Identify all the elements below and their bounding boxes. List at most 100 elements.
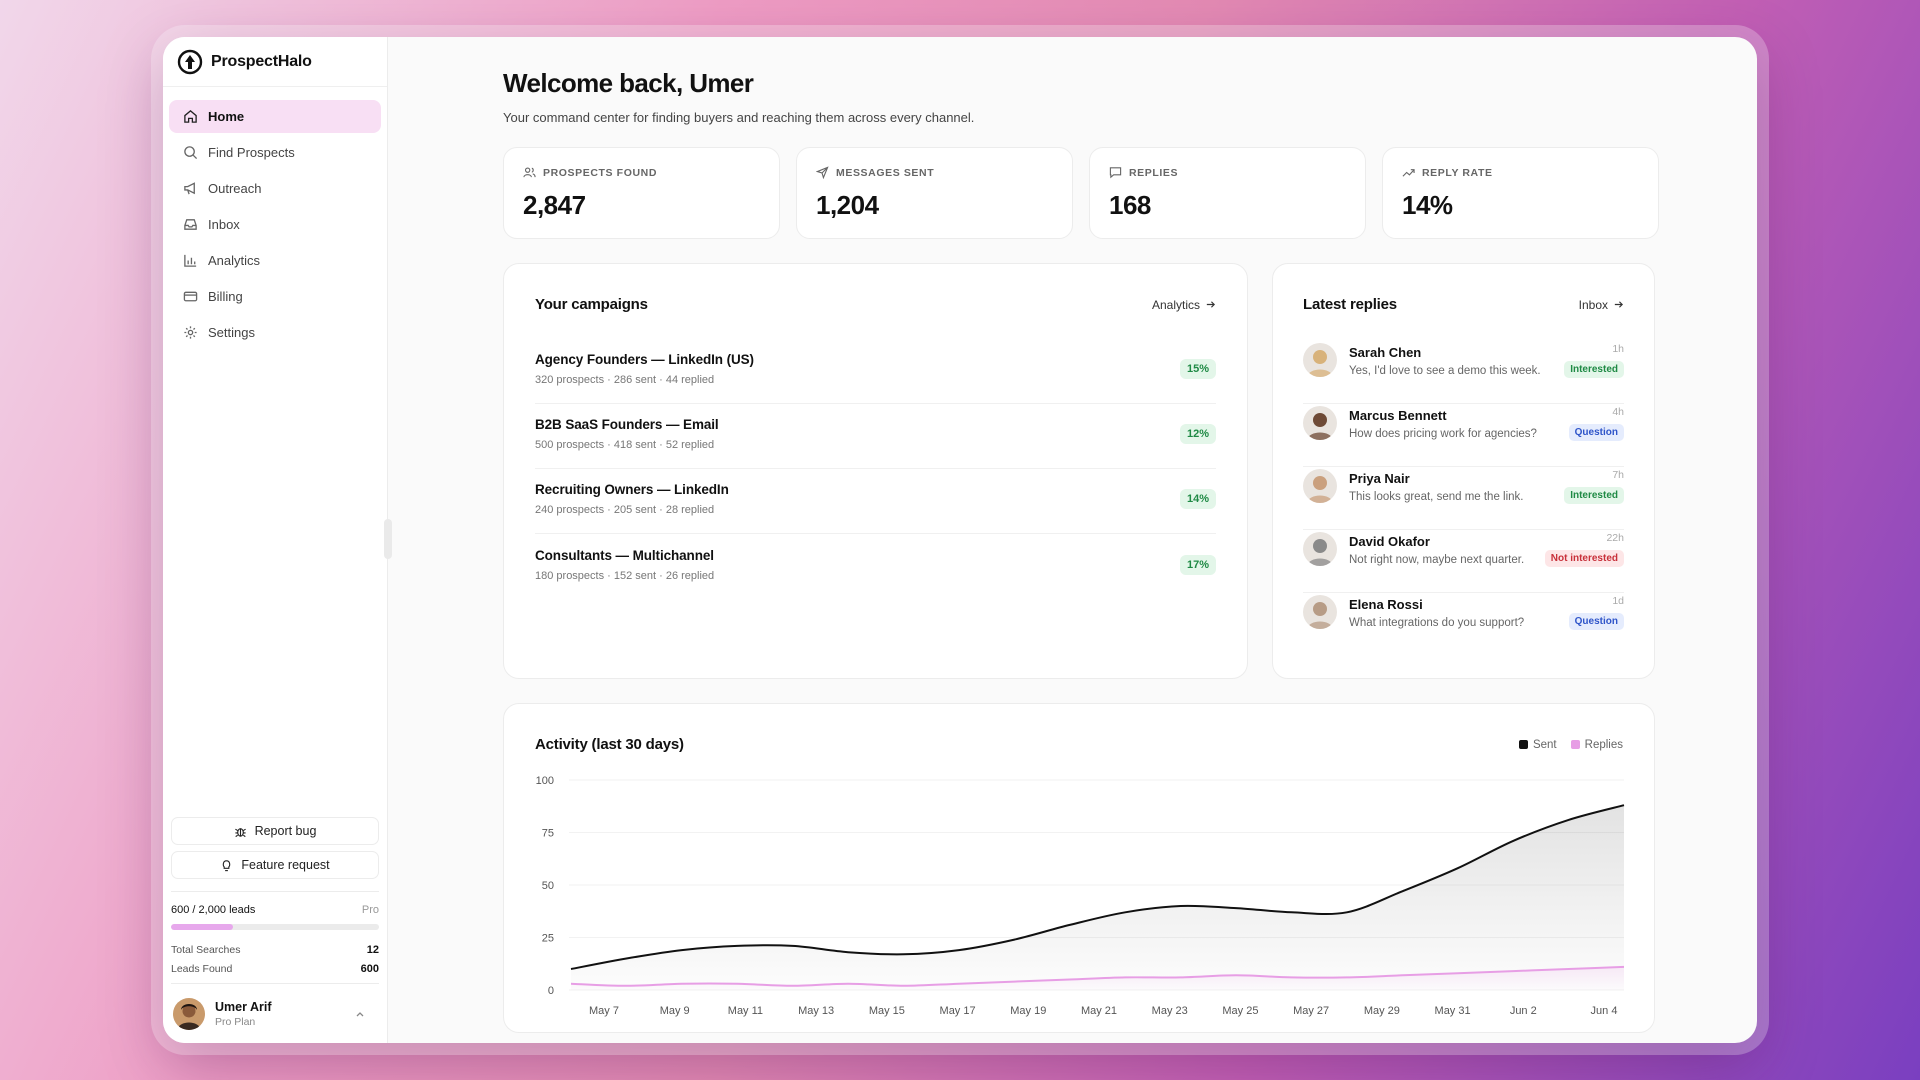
prospecthalo-logo-icon bbox=[177, 49, 203, 74]
nav-item-settings[interactable]: Settings bbox=[169, 316, 381, 349]
search-icon bbox=[184, 146, 198, 160]
chevron-up-icon bbox=[356, 1011, 364, 1016]
brand[interactable]: ProspectHalo bbox=[163, 37, 387, 87]
reply-text: Yes, I'd love to see a demo this week. bbox=[1349, 365, 1541, 377]
chart-legend: Sent Replies bbox=[1518, 739, 1623, 751]
y-tick-label: 50 bbox=[542, 880, 554, 892]
y-tick-label: 0 bbox=[548, 985, 554, 997]
reply-time: 7h bbox=[1612, 469, 1624, 481]
campaign-meta: 320 prospects · 286 sent · 44 replied bbox=[535, 374, 715, 386]
usage-panel: 600 / 2,000 leads Pro Total Searches 12 … bbox=[171, 891, 379, 975]
feature-request-button[interactable]: Feature request bbox=[171, 851, 379, 879]
y-tick-label: 100 bbox=[536, 775, 554, 787]
analytics-link[interactable]: Analytics bbox=[1152, 298, 1216, 312]
arrow-right-icon bbox=[1206, 301, 1216, 308]
avatar bbox=[1303, 532, 1337, 566]
reply-name: Marcus Bennett bbox=[1349, 408, 1447, 423]
campaign-reply-rate: 12% bbox=[1179, 424, 1216, 444]
replies-title: Latest replies bbox=[1303, 296, 1397, 313]
kpi-card-messages-sent: Messages Sent 1,204 bbox=[796, 147, 1073, 239]
campaign-row[interactable]: B2B SaaS Founders — Email 500 prospects ·… bbox=[535, 404, 1216, 469]
nav-label: Settings bbox=[208, 325, 255, 340]
sidebar: ProspectHalo Home Find Prospects Outreac… bbox=[163, 37, 388, 1043]
kpi-label: Reply Rate bbox=[1422, 166, 1493, 179]
megaphone-icon bbox=[184, 182, 195, 195]
reply-text: What integrations do you support? bbox=[1349, 617, 1525, 629]
contact-avatar-icon bbox=[1303, 343, 1337, 377]
kpi-label: Replies bbox=[1129, 166, 1179, 179]
campaign-meta: 180 prospects · 152 sent · 26 replied bbox=[535, 569, 715, 582]
trending-up-icon bbox=[1402, 169, 1415, 177]
kpi-value: 168 bbox=[1109, 190, 1151, 220]
nav-label: Home bbox=[208, 109, 245, 124]
campaign-name: Recruiting Owners — LinkedIn bbox=[535, 482, 729, 497]
user-menu[interactable]: Umer Arif Pro Plan bbox=[171, 983, 379, 1043]
nav-item-billing[interactable]: Billing bbox=[169, 280, 381, 313]
campaigns-card: Your campaigns Analytics Agency Founders… bbox=[503, 263, 1248, 679]
avatar bbox=[173, 997, 205, 1030]
main-content: Welcome back, Umer Your command center f… bbox=[388, 37, 1757, 1043]
report-bug-button[interactable]: Report bug bbox=[171, 817, 379, 845]
nav-item-outreach[interactable]: Outreach bbox=[169, 172, 381, 205]
send-icon bbox=[816, 166, 829, 179]
reply-time: 1d bbox=[1612, 595, 1624, 607]
x-tick-label: May 29 bbox=[1364, 1005, 1400, 1017]
campaign-row[interactable]: Agency Founders — LinkedIn (US) 320 prosp… bbox=[535, 339, 1216, 404]
total-searches-value: 12 bbox=[366, 944, 379, 956]
sent-area bbox=[571, 805, 1624, 990]
sidebar-resize-handle[interactable] bbox=[384, 519, 392, 559]
x-tick-label: May 9 bbox=[660, 1005, 690, 1017]
legend-item-replies: Replies bbox=[1570, 739, 1623, 751]
kpi-card-replies: Replies 168 bbox=[1089, 147, 1366, 239]
bug-icon bbox=[234, 827, 246, 837]
app-window: ProspectHalo Home Find Prospects Outreac… bbox=[163, 37, 1757, 1043]
reply-row[interactable]: David Okafor Not right now, maybe next qu… bbox=[1303, 530, 1624, 593]
campaign-reply-rate: 17% bbox=[1179, 554, 1216, 575]
kpi-value: 1,204 bbox=[816, 190, 879, 220]
campaign-meta: 240 prospects · 205 sent · 28 replied bbox=[535, 504, 715, 516]
contact-avatar-icon bbox=[1303, 469, 1337, 503]
reply-row[interactable]: Marcus Bennett How does pricing work for … bbox=[1303, 404, 1624, 467]
reply-name: Elena Rossi bbox=[1349, 597, 1423, 612]
page-subtitle: Your command center for finding buyers a… bbox=[503, 110, 975, 125]
activity-title: Activity (last 30 days) bbox=[535, 736, 684, 753]
analytics-link-label: Analytics bbox=[1151, 297, 1200, 312]
nav-item-inbox[interactable]: Inbox bbox=[169, 208, 381, 241]
feature-request-label: Feature request bbox=[241, 858, 330, 872]
sent-series-line bbox=[570, 804, 1625, 970]
campaign-reply-rate: 14% bbox=[1179, 489, 1216, 509]
reply-row[interactable]: Elena Rossi What integrations do you supp… bbox=[1303, 593, 1624, 656]
status-badge: Interested bbox=[1564, 487, 1624, 504]
status-badge: Question bbox=[1568, 424, 1624, 441]
contact-avatar-icon bbox=[1303, 406, 1337, 440]
campaign-name: Consultants — Multichannel bbox=[535, 547, 714, 563]
avatar bbox=[1303, 469, 1337, 503]
reply-row[interactable]: Priya Nair This looks great, send me the … bbox=[1303, 467, 1624, 530]
campaign-row[interactable]: Recruiting Owners — LinkedIn 240 prospect… bbox=[535, 469, 1216, 534]
nav-item-find-prospects[interactable]: Find Prospects bbox=[169, 136, 381, 169]
x-tick-label: May 17 bbox=[940, 1005, 976, 1017]
lightbulb-icon bbox=[223, 859, 231, 871]
reply-name: Priya Nair bbox=[1349, 471, 1410, 486]
reply-row[interactable]: Sarah Chen Yes, I'd love to see a demo th… bbox=[1303, 341, 1624, 404]
legend-item-sent: Sent bbox=[1518, 739, 1557, 751]
brand-name: ProspectHalo bbox=[211, 52, 312, 70]
inbox-link-label: Inbox bbox=[1578, 297, 1608, 312]
users-icon bbox=[523, 167, 536, 178]
inbox-link[interactable]: Inbox bbox=[1579, 298, 1624, 312]
y-tick-label: 75 bbox=[542, 828, 554, 840]
user-plan: Pro Plan bbox=[215, 1015, 256, 1028]
nav-item-analytics[interactable]: Analytics bbox=[169, 244, 381, 277]
kpi-value: 2,847 bbox=[523, 190, 586, 220]
x-tick-label: May 25 bbox=[1222, 1005, 1258, 1017]
campaign-row[interactable]: Consultants — Multichannel 180 prospects … bbox=[535, 534, 1216, 599]
reply-name: Sarah Chen bbox=[1349, 345, 1422, 360]
report-bug-label: Report bug bbox=[254, 824, 317, 838]
gear-icon bbox=[184, 326, 197, 339]
kpi-label: Messages Sent bbox=[836, 166, 935, 179]
contact-avatar-icon bbox=[1303, 532, 1337, 566]
reply-list: Sarah Chen Yes, I'd love to see a demo th… bbox=[1303, 341, 1624, 656]
nav-item-home[interactable]: Home bbox=[169, 100, 381, 133]
nav-label: Inbox bbox=[208, 217, 240, 232]
y-tick-label: 25 bbox=[542, 933, 554, 945]
